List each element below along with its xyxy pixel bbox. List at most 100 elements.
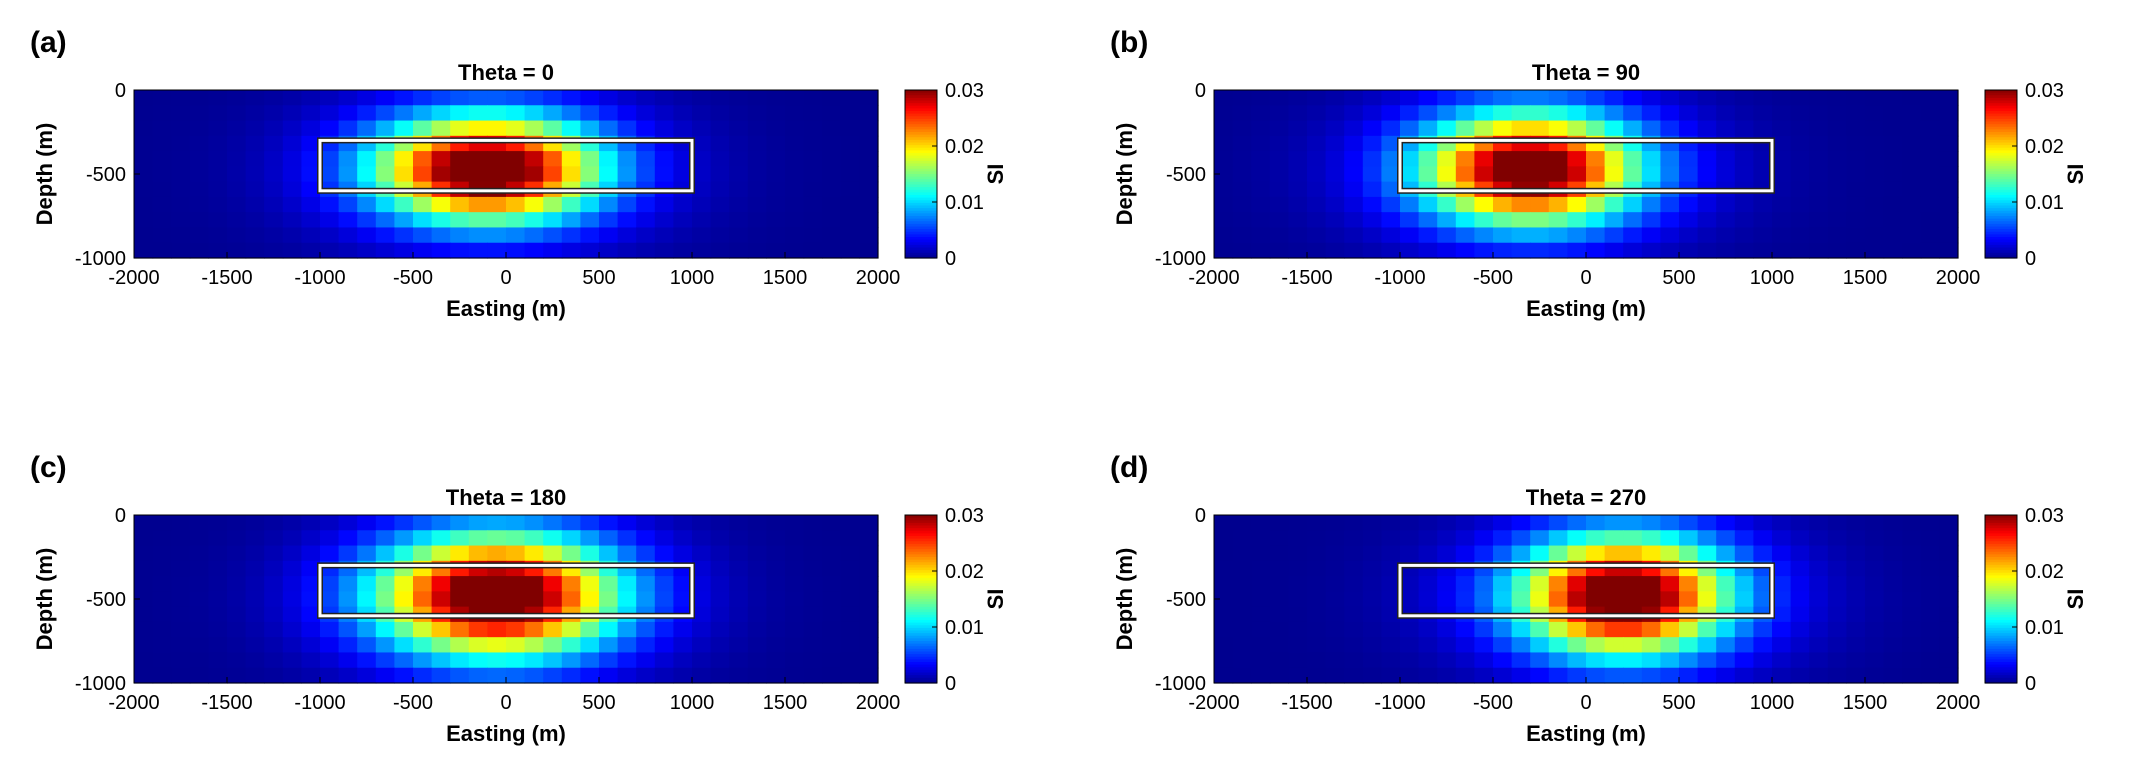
colorbar-segment [905, 158, 937, 162]
heatmap-cell [524, 166, 544, 183]
heatmap-cell [524, 591, 544, 608]
heatmap-cell [710, 637, 730, 654]
colorbar-label: SI [983, 589, 1008, 610]
heatmap-cell [1232, 515, 1252, 531]
heatmap-cell [1344, 667, 1364, 684]
heatmap-cell [134, 196, 154, 213]
heatmap-cell [1809, 212, 1829, 229]
heatmap-cell [394, 530, 414, 547]
heatmap-cell [208, 135, 228, 152]
heatmap-cell [1660, 212, 1680, 229]
heatmap-cell [1697, 105, 1717, 122]
heatmap-cell [1493, 667, 1513, 684]
heatmap-cell [673, 242, 693, 259]
heatmap-cell [654, 166, 674, 183]
heatmap-cell [357, 637, 377, 654]
heatmap-cell [134, 667, 154, 684]
heatmap-cell [1790, 166, 1810, 183]
heatmap-cell [1790, 515, 1810, 531]
heatmap-cell [134, 181, 154, 198]
heatmap-cell [227, 151, 247, 167]
colorbar-segment [1985, 242, 2017, 246]
heatmap-cell [1511, 591, 1531, 608]
heatmap-cell [1827, 196, 1847, 213]
heatmap-cell [189, 212, 209, 229]
heatmap-cell [766, 242, 786, 259]
heatmap-cell [375, 591, 395, 608]
heatmap-cell [1474, 545, 1494, 562]
heatmap-cell [394, 90, 414, 106]
heatmap-cell [636, 212, 656, 229]
heatmap-cell [468, 120, 488, 137]
y-axis-label: Depth (m) [32, 123, 57, 226]
heatmap-cell [264, 151, 284, 167]
heatmap-cell [264, 667, 284, 684]
heatmap-cell [1437, 212, 1457, 229]
heatmap-cell [1772, 667, 1792, 684]
heatmap-cell [357, 530, 377, 547]
heatmap-cell [1772, 515, 1792, 531]
heatmap-cell [1269, 212, 1289, 229]
heatmap-cell [301, 105, 321, 122]
heatmap-cell [1307, 545, 1327, 562]
heatmap-cell [357, 196, 377, 213]
heatmap-cell [803, 667, 823, 684]
heatmap-cell [413, 637, 433, 654]
heatmap-cell [617, 151, 637, 167]
heatmap-cell [599, 90, 619, 106]
heatmap-cell [1548, 105, 1568, 122]
heatmap-cell [375, 242, 395, 259]
heatmap-cell [1679, 530, 1699, 547]
heatmap-cell [431, 212, 451, 229]
heatmap-cell [1846, 530, 1866, 547]
heatmap-cell [245, 212, 265, 229]
heatmap-cell [1920, 530, 1940, 547]
heatmap-cell [840, 151, 860, 167]
heatmap-cell [1883, 606, 1903, 623]
heatmap-cell [1753, 591, 1773, 608]
colorbar-segment [905, 620, 937, 624]
heatmap-cell [1846, 606, 1866, 623]
heatmap-cell [357, 166, 377, 183]
colorbar-segment [905, 231, 937, 235]
heatmap-cell [1381, 606, 1401, 623]
heatmap-cell [1455, 621, 1475, 638]
heatmap-cell [692, 637, 712, 654]
heatmap-cell [468, 576, 488, 592]
heatmap-cell [1344, 576, 1364, 592]
heatmap-cell [1269, 606, 1289, 623]
colorbar-segment [905, 680, 937, 684]
y-tick-label: -1000 [1155, 673, 1206, 695]
colorbar-segment [905, 530, 937, 534]
heatmap-cells [134, 90, 879, 259]
heatmap-cell [1344, 181, 1364, 198]
heatmap-cell [747, 560, 767, 577]
heatmap-cell [1939, 212, 1959, 229]
heatmap-cell [1697, 576, 1717, 592]
heatmap-cell [1697, 227, 1717, 244]
x-axis-label: Easting (m) [446, 721, 566, 746]
heatmap-cell [803, 105, 823, 122]
heatmap-cell [1530, 637, 1550, 654]
heatmap-cell [1809, 227, 1829, 244]
colorbar-segment [905, 520, 937, 524]
heatmap-cell [1418, 196, 1438, 213]
heatmap-cell [1567, 212, 1587, 229]
heatmap-cell [1548, 120, 1568, 137]
heatmap-cell [487, 530, 507, 547]
heatmap-cell [803, 135, 823, 152]
heatmap-cell [617, 545, 637, 562]
colorbar-segment [1985, 100, 2017, 104]
heatmap-cell [1679, 90, 1699, 106]
heatmap-cell [1437, 227, 1457, 244]
heatmap-cell [1623, 591, 1643, 608]
heatmap-cell [1920, 667, 1940, 684]
heatmap-cell [1214, 545, 1234, 562]
colorbar-segment [1985, 643, 2017, 647]
heatmap-cells [1214, 90, 1959, 259]
heatmap-cell [1269, 151, 1289, 167]
heatmap-cell [617, 591, 637, 608]
x-tick-label: 1500 [1843, 267, 1888, 289]
colorbar-segment [1985, 197, 2017, 201]
